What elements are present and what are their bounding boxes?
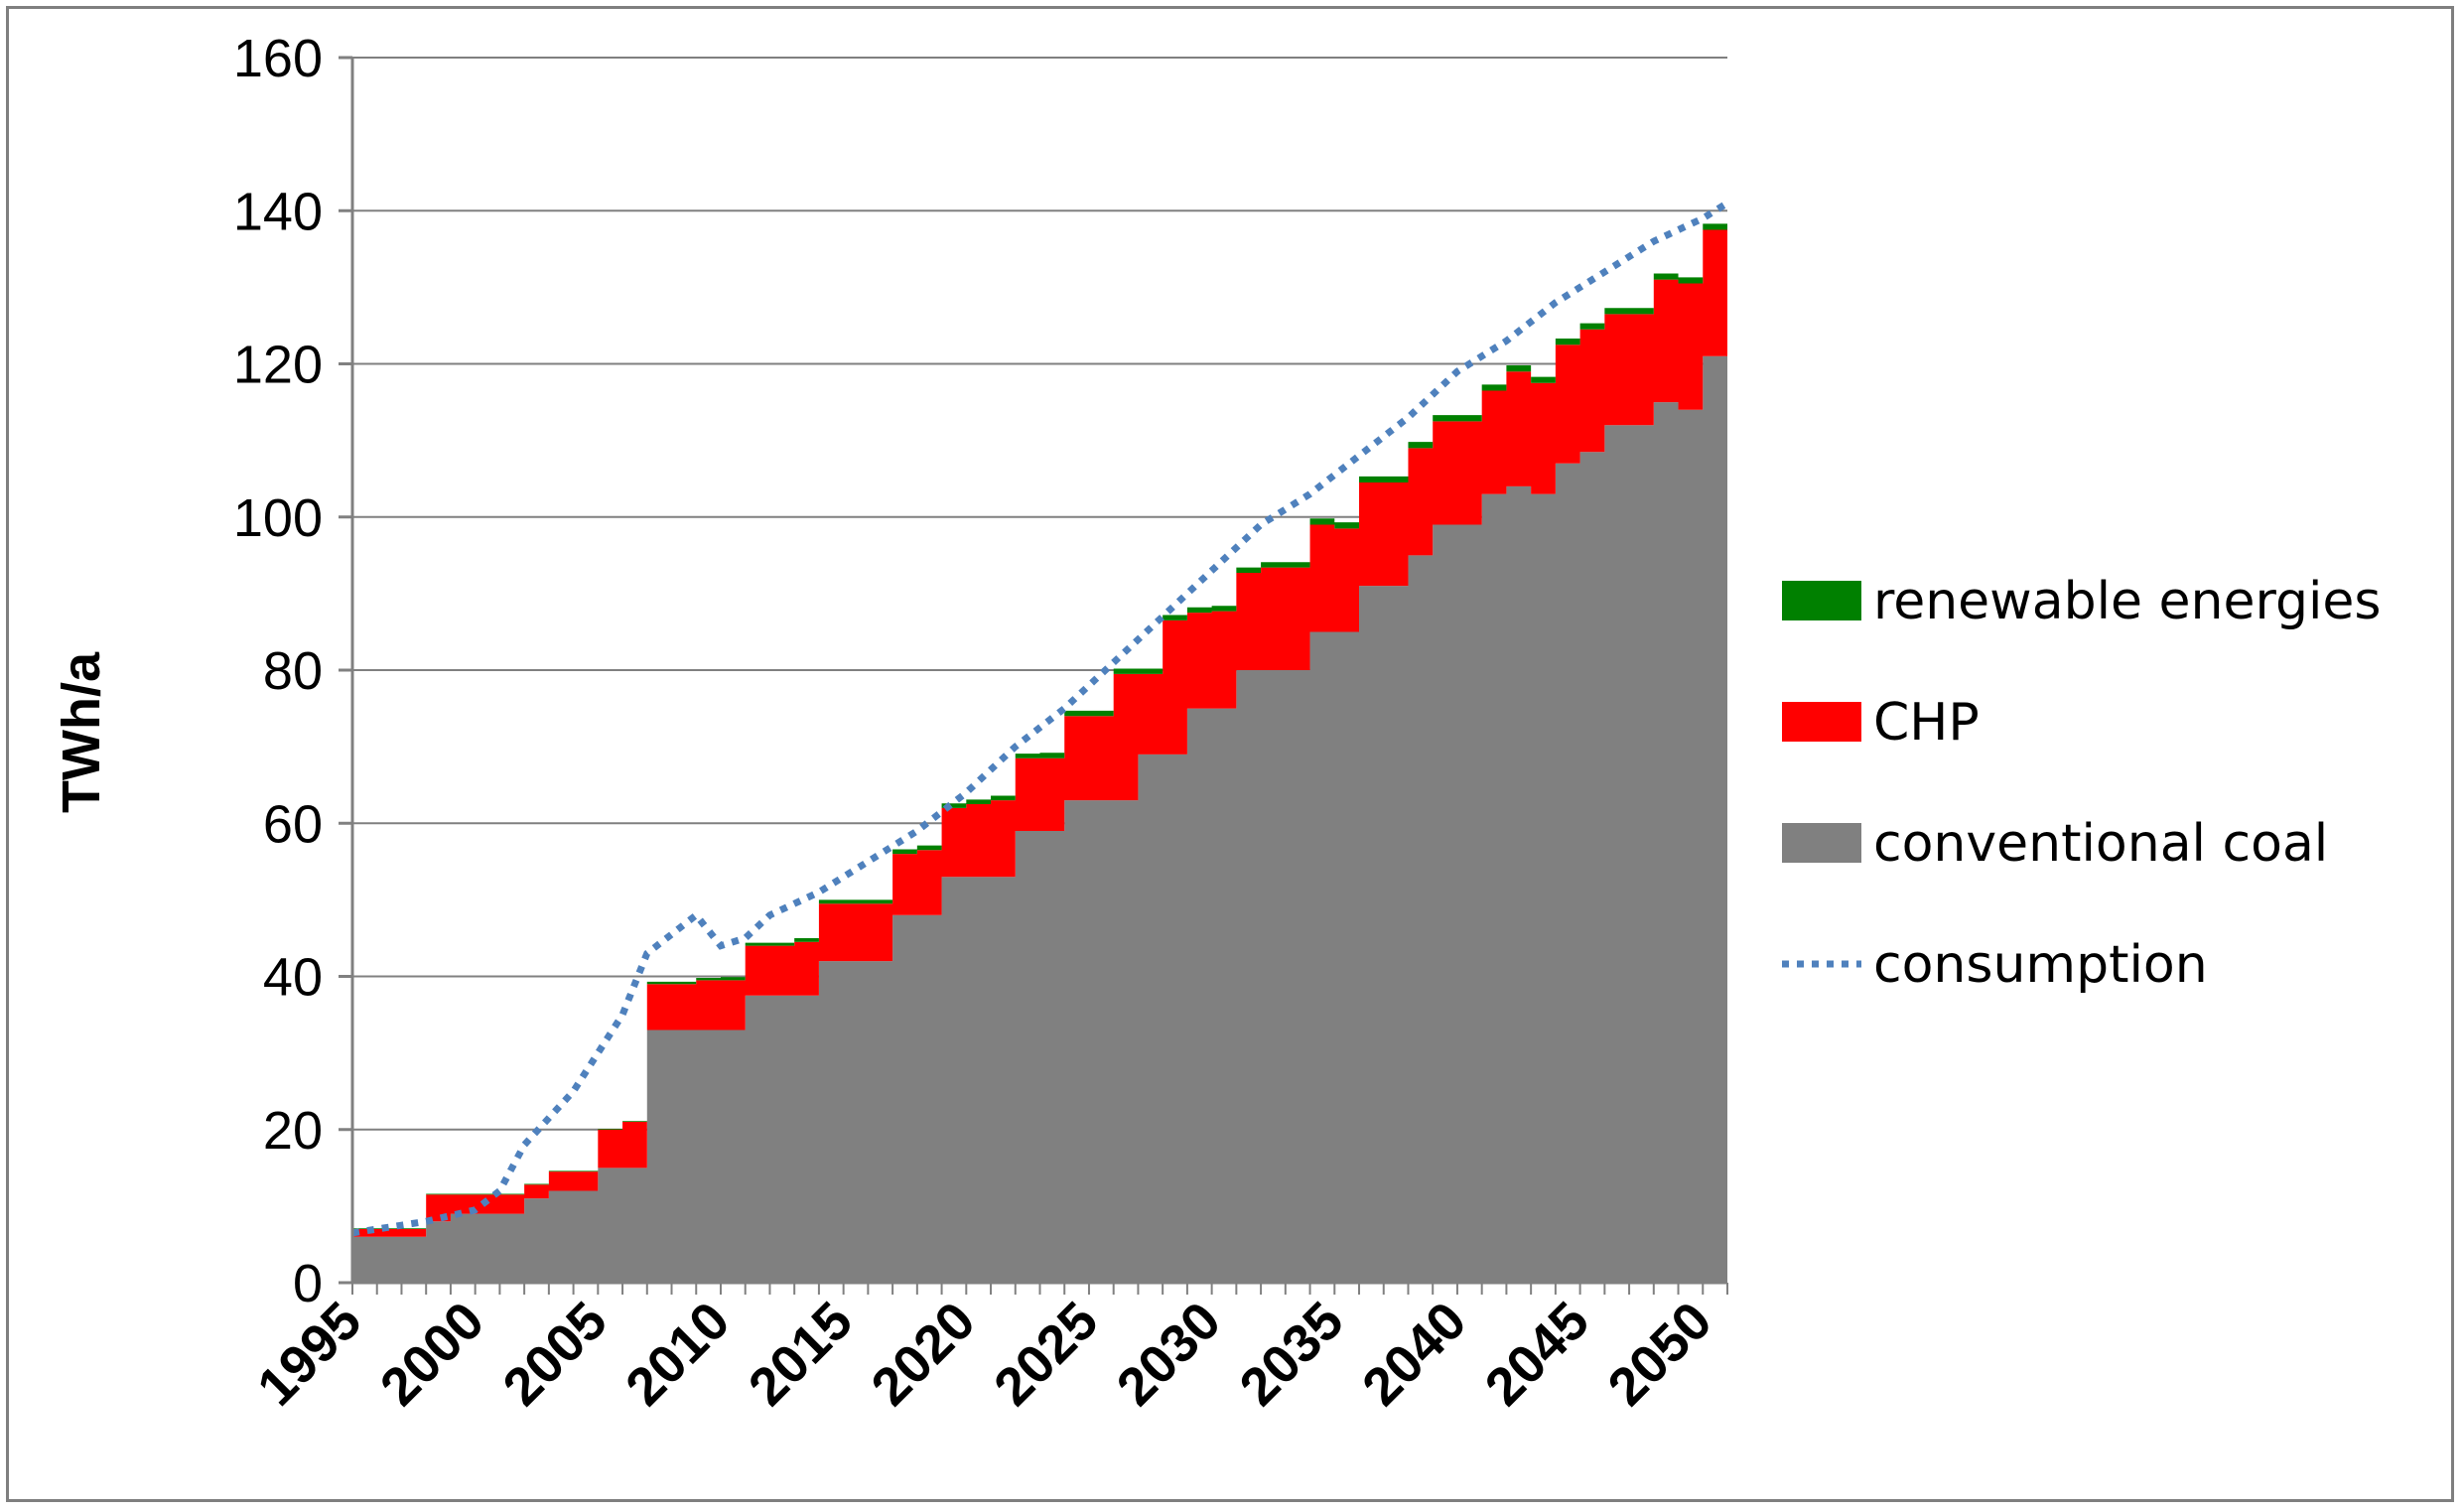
x-tick-label-2035: 2035 — [1228, 1291, 1354, 1417]
area-conventional-coal — [352, 355, 1727, 1284]
area-renewable-energies — [352, 223, 1727, 1230]
x-tick-label-2010: 2010 — [615, 1291, 741, 1417]
legend-label-conventional-coal: conventional coal — [1873, 814, 2328, 874]
x-tick-label-2025: 2025 — [983, 1291, 1109, 1417]
axes — [339, 56, 1728, 1295]
y-tick-label-80: 80 — [263, 641, 323, 701]
y-tick-label-40: 40 — [263, 948, 323, 1008]
x-tick-label-2005: 2005 — [491, 1291, 617, 1417]
legend-label-renewable-energies: renewable energies — [1873, 572, 2382, 631]
x-tick-label-2040: 2040 — [1351, 1291, 1477, 1417]
y-tick-label-120: 120 — [233, 336, 323, 395]
x-tick-label-2045: 2045 — [1474, 1291, 1600, 1417]
y-axis-label: TWh/a — [52, 651, 111, 813]
y-tick-label-0: 0 — [293, 1254, 323, 1313]
x-tick-label-2050: 2050 — [1596, 1291, 1722, 1417]
legend-label-chp: CHP — [1873, 693, 1980, 753]
legend-label-consumption: consumption — [1873, 935, 2208, 995]
x-tick-label-2030: 2030 — [1106, 1291, 1232, 1417]
y-tick-label-60: 60 — [263, 794, 323, 854]
legend-swatch-chp — [1782, 702, 1861, 742]
y-tick-label-100: 100 — [233, 488, 323, 548]
x-tick-label-2000: 2000 — [369, 1291, 495, 1417]
y-tick-label-20: 20 — [263, 1101, 323, 1161]
y-tick-label-160: 160 — [233, 29, 323, 88]
legend-swatch-conventional-coal — [1782, 823, 1861, 863]
legend-swatch-renewable-energies — [1782, 581, 1861, 620]
legend: renewable energies CHP conventional coal co… — [1782, 572, 2382, 995]
area-series — [352, 223, 1727, 1284]
x-tick-label-2020: 2020 — [860, 1291, 986, 1417]
y-tick-label-140: 140 — [233, 182, 323, 241]
area-chp — [352, 229, 1727, 1237]
x-tick-label-2015: 2015 — [738, 1291, 864, 1417]
